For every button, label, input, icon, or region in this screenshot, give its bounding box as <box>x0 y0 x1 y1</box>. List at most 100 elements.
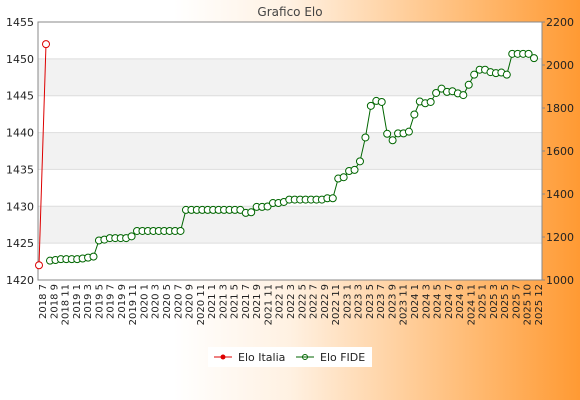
x-tick-label: 2020 7 <box>173 284 184 319</box>
x-tick-label: 2022 3 <box>286 284 297 319</box>
data-point-fide <box>502 70 511 79</box>
chart-title: Grafico Elo <box>257 5 322 19</box>
x-tick-label: 2022 1 <box>275 284 286 319</box>
data-point-fide <box>328 194 337 203</box>
x-tick-label: 2025 10 <box>523 284 534 325</box>
x-tick-label: 2025 3 <box>489 284 500 319</box>
data-point-fide <box>350 165 359 174</box>
x-tick-label: 2020 9 <box>185 284 196 319</box>
x-tick-label: 2019 7 <box>106 284 117 319</box>
x-tick-label: 2022 7 <box>309 284 320 319</box>
data-point-fide <box>388 136 397 145</box>
left-tick-label: 1425 <box>6 237 34 250</box>
data-point-fide <box>432 88 441 97</box>
x-tick-label: 2025 5 <box>500 284 511 319</box>
data-point-fide <box>383 129 392 138</box>
x-tick-label: 2018 7 <box>38 284 49 319</box>
right-tick-label: 1600 <box>546 145 574 158</box>
x-tick-label: 2018 11 <box>61 284 72 325</box>
data-point-fide <box>404 127 413 136</box>
x-tick-label: 2019 1 <box>72 284 83 319</box>
left-tick-label: 1440 <box>6 127 34 140</box>
data-point-fide <box>127 232 136 241</box>
x-tick-label: 2021 5 <box>230 284 241 319</box>
x-tick-label: 2019 3 <box>83 284 94 319</box>
x-tick-label: 2022 9 <box>320 284 331 319</box>
x-tick-label: 2020 3 <box>151 284 162 319</box>
x-tick-label: 2018 9 <box>49 284 60 319</box>
data-point-fide <box>247 208 256 217</box>
right-tick-label: 1200 <box>546 231 574 244</box>
x-tick-label: 2024 1 <box>410 284 421 319</box>
x-tick-label: 2025 12 <box>534 284 545 325</box>
plot-band <box>38 132 542 170</box>
data-point-fide <box>410 110 419 119</box>
x-tick-label: 2023 9 <box>387 284 398 319</box>
x-tick-label: 2019 5 <box>94 284 105 319</box>
x-tick-label: 2020 1 <box>139 284 150 319</box>
data-point-fide <box>464 80 473 89</box>
left-tick-label: 1420 <box>6 274 34 287</box>
left-axis-ticks: 1420 1425 1430 1435 1440 1445 1450 1455 <box>6 16 34 287</box>
x-tick-label: 2021 3 <box>218 284 229 319</box>
data-point-fide <box>524 49 533 58</box>
legend-marker-fide <box>302 354 308 360</box>
x-tick-label: 2025 1 <box>478 284 489 319</box>
x-tick-label: 2024 5 <box>433 284 444 319</box>
right-tick-label: 1800 <box>546 102 574 115</box>
data-point-fide <box>176 226 185 235</box>
x-tick-label: 2024 7 <box>444 284 455 319</box>
data-point-fide <box>377 97 386 106</box>
x-tick-label: 2024 3 <box>421 284 432 319</box>
series-layer <box>35 40 538 270</box>
data-point-fide <box>339 173 348 182</box>
x-tick-label: 2023 7 <box>376 284 387 319</box>
data-point-italia <box>35 261 43 270</box>
legend: Elo Italia Elo FIDE <box>208 347 372 367</box>
series-line-italia <box>38 44 47 266</box>
right-tick-label: 1400 <box>546 188 574 201</box>
data-point-italia <box>42 40 50 49</box>
right-tick-label: 2000 <box>546 59 574 72</box>
x-tick-label: 2024 9 <box>455 284 466 319</box>
legend-label-italia: Elo Italia <box>238 351 285 364</box>
right-tick-label: 1000 <box>546 274 574 287</box>
x-tick-label: 2023 11 <box>399 284 410 325</box>
left-tick-label: 1455 <box>6 16 34 29</box>
x-tick-label: 2025 7 <box>511 284 522 319</box>
x-tick-label: 2023 3 <box>354 284 365 319</box>
x-tick-label: 2020 11 <box>196 284 207 325</box>
data-point-fide <box>89 252 98 261</box>
x-tick-label: 2021 11 <box>263 284 274 325</box>
left-tick-label: 1445 <box>6 90 34 103</box>
x-tick-label: 2019 9 <box>117 284 128 319</box>
data-point-fide <box>361 133 370 142</box>
data-point-fide <box>459 91 468 100</box>
x-tick-label: 2019 11 <box>128 284 139 325</box>
data-point-fide <box>426 97 435 106</box>
x-tick-label: 2024 11 <box>466 284 477 325</box>
x-tick-label: 2021 1 <box>207 284 218 319</box>
data-point-fide <box>530 54 538 63</box>
x-tick-label: 2022 11 <box>331 284 342 325</box>
right-tick-label: 2200 <box>546 16 574 29</box>
data-point-fide <box>470 70 479 79</box>
x-tick-label: 2022 5 <box>297 284 308 319</box>
left-tick-label: 1435 <box>6 163 34 176</box>
x-tick-label: 2020 5 <box>162 284 173 319</box>
x-axis-ticks: 2018 7 2018 9 2018 11 2019 1 2019 3 2019 5 201… <box>38 284 545 325</box>
legend-marker-italia <box>220 354 226 360</box>
data-point-fide <box>366 101 375 110</box>
x-tick-label: 2021 9 <box>252 284 263 319</box>
x-tick-label: 2021 7 <box>241 284 252 319</box>
left-tick-label: 1430 <box>6 200 34 213</box>
x-tick-label: 2023 5 <box>365 284 376 319</box>
right-axis-ticks: 1000 1200 1400 1600 1800 2000 2200 <box>542 16 574 287</box>
x-tick-label: 2023 1 <box>342 284 353 319</box>
left-tick-label: 1450 <box>6 53 34 66</box>
legend-label-fide: Elo FIDE <box>320 351 365 364</box>
data-point-fide <box>355 157 364 166</box>
legend-box <box>208 347 372 367</box>
